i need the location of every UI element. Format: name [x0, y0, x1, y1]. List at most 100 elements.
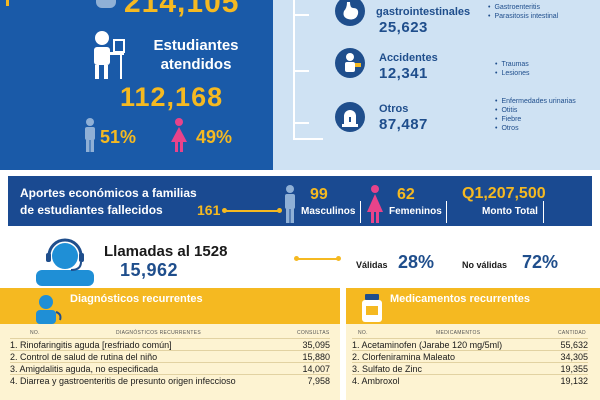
bracket-tick [295, 122, 309, 124]
female-count: 62 [397, 186, 415, 203]
pill-bottle-icon [362, 294, 382, 322]
male-percentage: 51% [100, 127, 137, 147]
bracket-tick [295, 70, 309, 72]
students-title: Estudiantes atendidos [153, 37, 239, 73]
aportes-band [8, 176, 592, 226]
connector-line [224, 210, 280, 212]
categories-panel: gastrointestinales 25,623 Gastroenteriti… [273, 0, 600, 170]
bracket-line [293, 0, 323, 140]
row-label: 2. Control de salud de rutina del niño [10, 352, 158, 362]
aportes-section: Aportes económicos a familias de estudia… [0, 173, 600, 231]
category-subitems: Gastroenteritis Parasitosis intestinal [488, 3, 558, 21]
panel-title: Medicamentos recurrentes [390, 293, 530, 305]
male-label: Masculinos [301, 206, 356, 217]
female-label: Femeninos [389, 206, 442, 217]
subitem: Otros [495, 124, 585, 133]
bracket-tick [295, 14, 309, 16]
calls-number: 15,962 [120, 260, 179, 280]
column-header-description: MEDICAMENTOS [436, 330, 481, 336]
category-title: gastrointestinales [376, 6, 471, 18]
medications-panel: Medicamentos recurrentes NO. MEDICAMENTO… [346, 288, 600, 400]
alarm-icon [335, 102, 365, 132]
stomach-icon [335, 0, 365, 26]
category-subitems: Traumas Lesiones [495, 60, 529, 78]
row-value: 34,305 [560, 352, 588, 362]
connector-line [296, 258, 338, 260]
column-header-description: DIAGNÓSTICOS RECURRENTES [116, 330, 201, 336]
category-subitems: Enfermedades urinarias Otitis Fiebre Otr… [495, 97, 585, 133]
connector-dot [294, 256, 299, 261]
female-icon [171, 118, 187, 152]
category-number: 12,341 [379, 65, 428, 82]
row-value: 15,880 [302, 352, 330, 362]
aportes-description: Aportes económicos a familias de estudia… [20, 186, 197, 217]
students-panel: 214,105 Estudiantes atendidos 112,168 51… [0, 0, 273, 170]
panel-header [346, 288, 600, 324]
separator [543, 201, 544, 223]
row-label: 1. Rinofaringitis aguda [resfriado común… [10, 340, 172, 350]
column-header-value: CONSULTAS [297, 330, 330, 336]
row-value: 19,355 [560, 364, 588, 374]
category-title: Accidentes [379, 52, 438, 64]
row-value: 55,632 [560, 340, 588, 350]
connector-dot [336, 256, 341, 261]
column-header-no: NO. [30, 330, 40, 336]
valid-percentage: 28% [398, 252, 435, 272]
male-count: 99 [310, 186, 328, 203]
female-icon [367, 185, 383, 223]
amount-total: Q1,207,500 [462, 185, 546, 202]
subitem: Traumas [495, 60, 529, 69]
row-label: 1. Acetaminofen (Jarabe 120 mg/5ml) [352, 340, 503, 350]
invalid-label: No válidas [462, 260, 508, 270]
column-header-no: NO. [358, 330, 368, 336]
calls-title: Llamadas al 1528 [104, 243, 228, 260]
row-label: 4. Diarrea y gastroenteritis de presunto… [10, 376, 236, 386]
calls-section: Llamadas al 1528 15,962 Válidas 28% No v… [0, 232, 600, 288]
subitem: Lesiones [495, 69, 529, 78]
table-row: 1. Rinofaringitis aguda [resfriado común… [10, 338, 330, 350]
male-icon [285, 185, 295, 223]
column-header-value: CANTIDAD [558, 330, 586, 336]
panel-header [0, 288, 340, 324]
diagnoses-panel: Diagnósticos recurrentes NO. DIAGNÓSTICO… [0, 288, 340, 400]
table-row: 2. Control de salud de rutina del niño 1… [10, 350, 330, 362]
row-label: 2. Clorfeniramina Maleato [352, 352, 456, 362]
table-row: 3. Amigdalitis aguda, no especificada 14… [10, 362, 330, 374]
row-label: 3. Sulfato de Zinc [352, 364, 423, 374]
connector-line [6, 0, 9, 6]
amount-label: Monto Total [482, 206, 538, 217]
row-value: 35,095 [302, 340, 330, 350]
table-row: 4. Ambroxol 19,132 [352, 374, 588, 386]
separator [360, 201, 361, 223]
separator [446, 201, 447, 223]
row-value: 7,958 [307, 376, 330, 386]
panel-title: Diagnósticos recurrentes [70, 293, 203, 305]
injury-icon [335, 48, 365, 78]
aportes-total: 161 [197, 202, 221, 218]
students-number: 112,168 [120, 82, 224, 112]
doctor-icon [36, 295, 62, 324]
table-row: 3. Sulfato de Zinc 19,355 [352, 362, 588, 374]
invalid-percentage: 72% [522, 252, 559, 272]
category-number: 87,487 [379, 116, 428, 133]
subitem: Parasitosis intestinal [488, 12, 558, 21]
subitem: Fiebre [495, 115, 585, 124]
subitem: Otitis [495, 106, 585, 115]
subitem: Gastroenteritis [488, 3, 558, 12]
table-row: 1. Acetaminofen (Jarabe 120 mg/5ml) 55,6… [352, 338, 588, 350]
category-number: 25,623 [379, 19, 428, 36]
category-title: Otros [379, 103, 409, 115]
connector-dot [222, 208, 227, 213]
connector-dot [277, 208, 282, 213]
subitem: Enfermedades urinarias [495, 97, 585, 106]
valid-label: Válidas [356, 260, 388, 270]
row-label: 4. Ambroxol [352, 376, 400, 386]
person-icon [96, 0, 116, 8]
male-icon [85, 118, 95, 152]
headset-operator-icon [36, 238, 94, 286]
top-total-number: 214,105 [124, 0, 240, 19]
student-desk-icon [94, 31, 125, 79]
row-value: 19,132 [560, 376, 588, 386]
table-row: 4. Diarrea y gastroenteritis de presunto… [10, 374, 330, 386]
row-label: 3. Amigdalitis aguda, no especificada [10, 364, 159, 374]
